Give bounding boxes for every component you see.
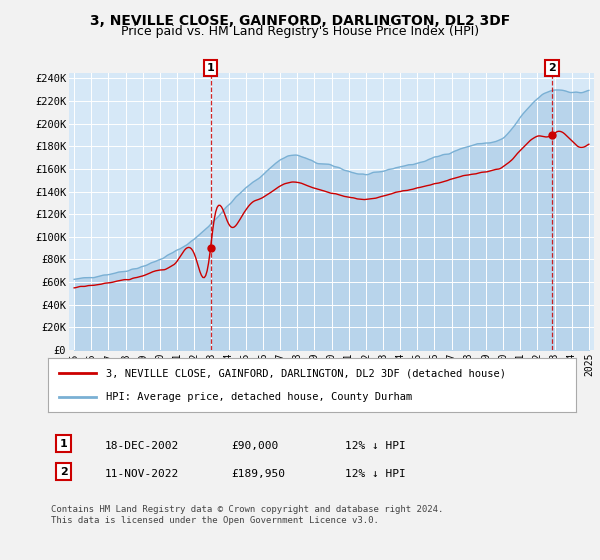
Text: HPI: Average price, detached house, County Durham: HPI: Average price, detached house, Coun… — [106, 391, 412, 402]
Text: 1: 1 — [207, 63, 215, 73]
Text: £90,000: £90,000 — [231, 441, 278, 451]
Text: Price paid vs. HM Land Registry's House Price Index (HPI): Price paid vs. HM Land Registry's House … — [121, 25, 479, 38]
Text: 3, NEVILLE CLOSE, GAINFORD, DARLINGTON, DL2 3DF: 3, NEVILLE CLOSE, GAINFORD, DARLINGTON, … — [90, 14, 510, 28]
Text: 12% ↓ HPI: 12% ↓ HPI — [345, 441, 406, 451]
Text: 1: 1 — [60, 439, 67, 449]
Text: 2: 2 — [60, 467, 67, 477]
Text: 2: 2 — [548, 63, 556, 73]
Text: 3, NEVILLE CLOSE, GAINFORD, DARLINGTON, DL2 3DF (detached house): 3, NEVILLE CLOSE, GAINFORD, DARLINGTON, … — [106, 368, 506, 379]
Text: 18-DEC-2002: 18-DEC-2002 — [105, 441, 179, 451]
Text: £189,950: £189,950 — [231, 469, 285, 479]
Text: 11-NOV-2022: 11-NOV-2022 — [105, 469, 179, 479]
Text: 12% ↓ HPI: 12% ↓ HPI — [345, 469, 406, 479]
Text: Contains HM Land Registry data © Crown copyright and database right 2024.
This d: Contains HM Land Registry data © Crown c… — [51, 505, 443, 525]
